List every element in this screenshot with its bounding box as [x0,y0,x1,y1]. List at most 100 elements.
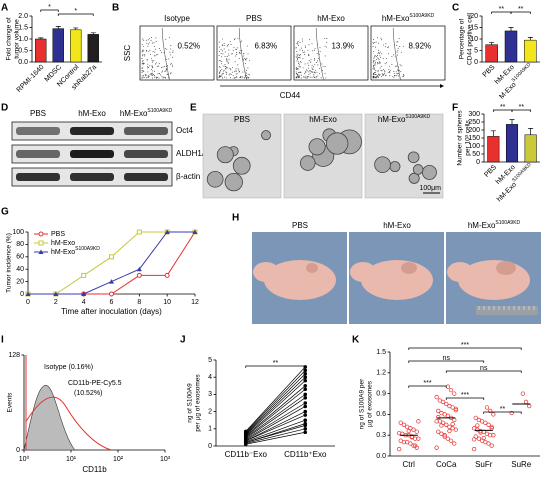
flow-event [145,49,147,51]
flow-percent: 13.9% [331,42,354,51]
flow-event [298,54,300,56]
flow-event [389,75,391,77]
sphere-title-part: S100A9KD [405,114,430,120]
flow-event [222,73,224,75]
flow-event [219,75,221,77]
flow-event [296,68,298,70]
flow-event [165,70,167,72]
y-tick-label: 250 [468,119,480,126]
flow-event [232,50,234,52]
flow-event [399,46,401,47]
flow-event [170,48,172,50]
flow-event [167,64,169,66]
flow-event [375,74,377,75]
flow-event [172,56,174,58]
point [439,431,444,436]
flow-event [378,58,380,60]
flow-event [310,71,312,73]
flow-event [295,55,297,57]
lane-label-part: S100A9KD [147,108,172,114]
flow-event [308,44,310,46]
cd11b-histogram [25,355,112,451]
error-bar [509,119,515,125]
flow-event [221,38,223,40]
point [509,410,514,416]
x-tick-label: 10³ [160,456,171,463]
y-axis-label: Tumor incidence (%) [6,233,13,293]
flow-event [142,70,144,72]
flow-event [143,50,145,52]
flow-event [296,51,298,52]
y-axis-label: ng of S100A9 [187,383,194,423]
legend-label: hM-ExoS100A9KD [51,246,100,256]
point [448,438,454,443]
flow-event [299,49,301,51]
flow-x-arrowhead [440,84,444,88]
flow-event [240,77,242,79]
flow-event [222,77,223,79]
flow-event [245,58,247,60]
flow-event [372,74,374,76]
flow-event [402,74,404,76]
flow-event [241,76,243,77]
y-tick-label: 0 [474,59,478,66]
point [476,417,482,423]
pair-line [245,423,306,443]
flow-event [397,47,399,49]
point [192,229,198,234]
error-bar [90,32,96,35]
flow-event [234,77,236,79]
flow-event [306,75,308,77]
point [489,443,494,448]
flow-event [154,51,156,53]
significance-bracket [40,9,59,12]
point [398,438,403,443]
flow-event [305,71,307,73]
flow-event [302,50,304,52]
flow-event [373,57,375,59]
point [445,436,451,441]
flow-event [311,67,313,69]
flow-event [304,51,306,53]
flow-event [396,41,398,43]
flow-event [392,76,394,77]
flow-event [142,60,144,62]
flow-event [165,77,166,79]
flow-event [297,68,299,69]
significance-label: * [74,8,77,15]
flow-event [381,65,383,67]
blot-band [16,127,60,135]
flow-event [373,63,375,65]
flow-event [240,75,242,77]
flow-x-label: CD44 [280,91,301,100]
flow-gate [392,27,401,81]
flow-event [383,73,384,75]
mouse-title-part: hM-Exo [468,221,496,230]
point [303,378,308,383]
flow-event [155,37,157,39]
flow-event [384,46,386,48]
x-tick-label: 0 [26,299,30,306]
flow-event [235,68,237,70]
flow-event [239,77,241,78]
bar [485,44,498,63]
point [450,421,455,427]
flow-event [143,77,145,78]
point [486,422,491,427]
legend-label: PBS [51,231,65,238]
flow-event [296,53,298,55]
flow-event [141,70,143,72]
pair-line [245,406,306,441]
flow-event [154,63,156,65]
significance-label: ns [443,355,451,362]
flow-event [378,61,380,63]
flow-event [236,73,238,75]
point [491,433,496,438]
significance-bracket [445,370,522,373]
point [25,291,31,296]
flow-event [396,75,398,77]
point [303,375,308,380]
flow-event [246,72,247,74]
significance-bracket [510,11,531,14]
point [442,434,447,439]
